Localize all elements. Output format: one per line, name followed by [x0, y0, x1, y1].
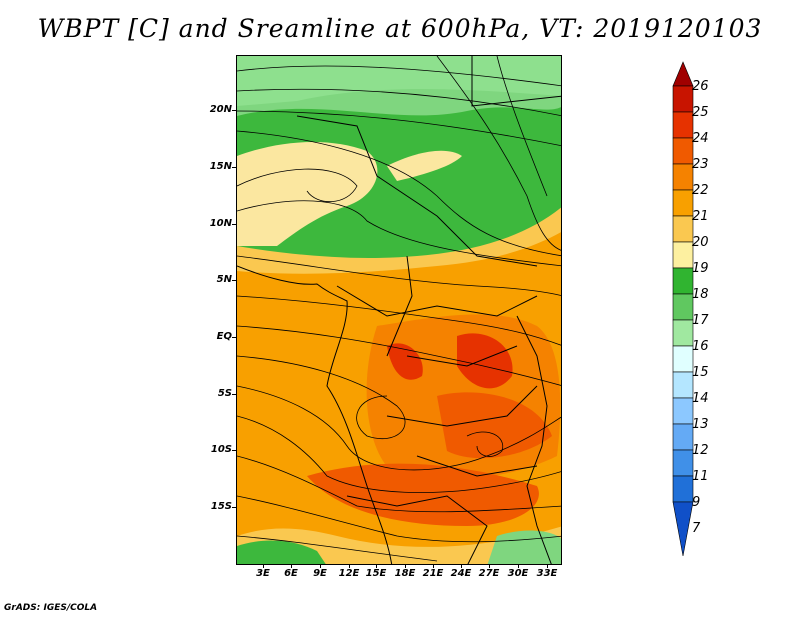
lat-label-5n: 5N — [216, 274, 232, 285]
lon-label-21e: 21E — [422, 568, 444, 579]
lat-label-15n: 15N — [209, 161, 232, 172]
wbpt-field — [237, 56, 561, 564]
cbar-16 — [672, 319, 694, 347]
cbar-18 — [672, 267, 694, 295]
cbar-label-19: 19 — [692, 261, 709, 276]
streamlines — [237, 56, 561, 562]
cbar-15 — [672, 345, 694, 373]
lat-label-10s: 10S — [210, 444, 232, 455]
cbar-label-14: 14 — [692, 391, 709, 406]
lon-label-18e: 18E — [394, 568, 416, 579]
cbar-label-23: 23 — [692, 157, 709, 172]
cbar-label-11: 11 — [692, 469, 709, 484]
cbar-label-24: 24 — [692, 131, 709, 146]
lon-label-33e: 33E — [536, 568, 558, 579]
cbar-label-25: 25 — [692, 105, 709, 120]
lat-label-15s: 15S — [210, 501, 232, 512]
chart-title: WBPT [C] and Sreamline at 600hPa, VT: 20… — [37, 14, 763, 43]
field-19-patch — [237, 141, 378, 246]
lon-label-24e: 24E — [450, 568, 472, 579]
cbar-9 — [672, 475, 694, 503]
lon-label-6e: 6E — [284, 568, 298, 579]
cbar-label-26: 26 — [692, 79, 709, 94]
cbar-24 — [672, 111, 694, 139]
lon-label-12e: 12E — [338, 568, 360, 579]
cbar-12 — [672, 423, 694, 451]
lon-label-27e: 27E — [478, 568, 500, 579]
lat-label-eq: EQ — [216, 331, 232, 342]
cbar-14 — [672, 371, 694, 399]
coastlines — [237, 56, 561, 564]
cbar-11 — [672, 449, 694, 477]
cbar-label-21: 21 — [692, 209, 709, 224]
cbar-17 — [672, 293, 694, 321]
lat-label-10n: 10N — [209, 218, 232, 229]
cbar-25 — [672, 85, 694, 113]
cbar-label-17: 17 — [692, 313, 709, 328]
cbar-label-18: 18 — [692, 287, 709, 302]
cbar-13 — [672, 397, 694, 425]
field-24-spot — [387, 343, 423, 380]
cbar-21 — [672, 189, 694, 217]
colorbar — [672, 61, 694, 557]
cbar-label-13: 13 — [692, 417, 709, 432]
cbar-label-15: 15 — [692, 365, 709, 380]
cbar-26 — [672, 61, 694, 87]
cbar-label-7: 7 — [692, 521, 701, 536]
cbar-20 — [672, 215, 694, 243]
lon-label-15e: 15E — [365, 568, 387, 579]
cbar-22 — [672, 163, 694, 191]
lat-label-5s: 5S — [217, 388, 232, 399]
cbar-label-22: 22 — [692, 183, 709, 198]
map-panel — [236, 55, 562, 565]
cbar-label-20: 20 — [692, 235, 709, 250]
cbar-label-12: 12 — [692, 443, 709, 458]
grads-credit: GrADS: IGES/COLA — [4, 603, 98, 613]
cbar-label-9: 9 — [692, 495, 701, 510]
lat-label-20n: 20N — [209, 104, 232, 115]
cbar-23 — [672, 137, 694, 165]
cbar-19 — [672, 241, 694, 269]
lon-label-30e: 30E — [507, 568, 529, 579]
lon-label-3e: 3E — [256, 568, 270, 579]
cbar-7 — [672, 501, 694, 557]
lon-label-9e: 9E — [313, 568, 327, 579]
cbar-label-16: 16 — [692, 339, 709, 354]
